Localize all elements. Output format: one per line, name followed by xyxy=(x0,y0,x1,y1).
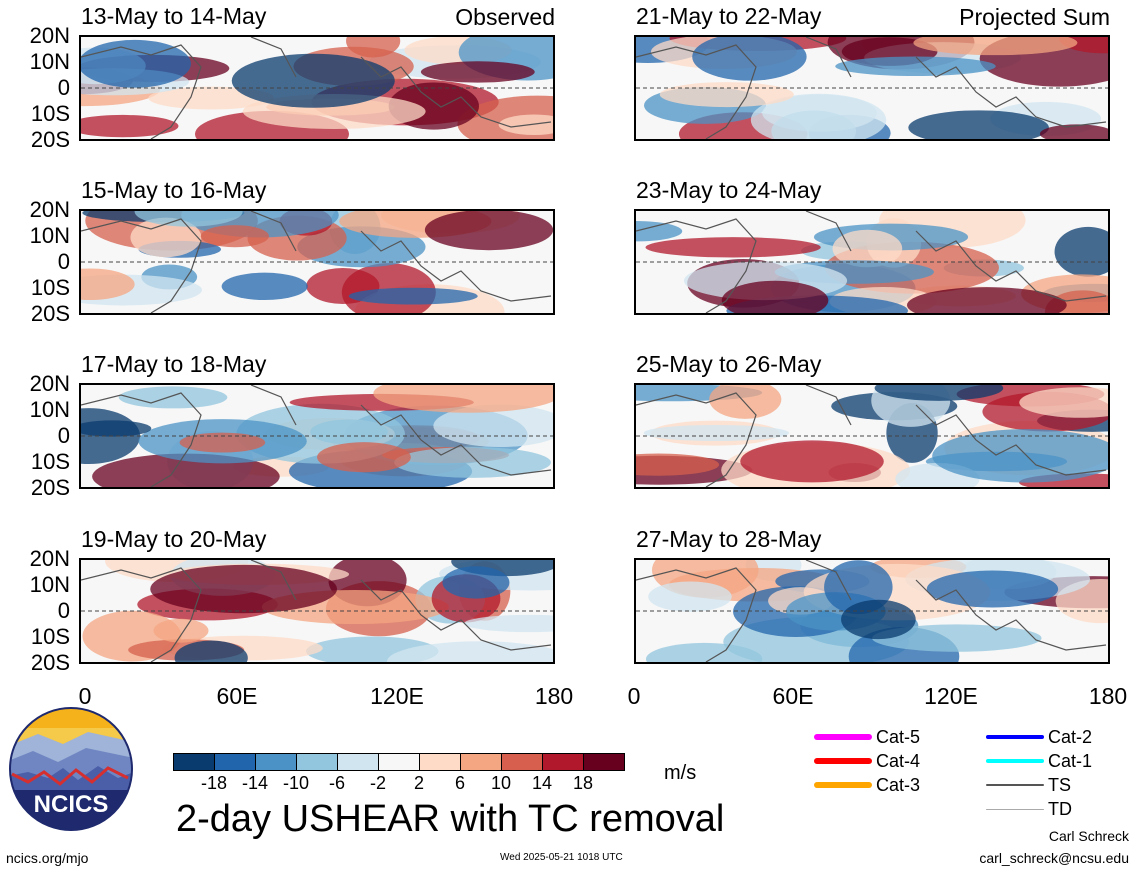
legend-label-cat-1: Cat-1 xyxy=(1048,751,1093,771)
colorbar-swatch xyxy=(419,753,461,771)
y-tick-label: 20S xyxy=(30,650,70,675)
legend-line-td xyxy=(986,808,1044,810)
x-tick-left-60: 60E xyxy=(216,683,258,709)
units-label: m/s xyxy=(664,762,697,784)
y-tick-label: 20N xyxy=(29,546,70,571)
legend-label-ts: TS xyxy=(1048,775,1072,795)
shear-field xyxy=(636,385,1108,487)
x-tick-left-120: 120E xyxy=(370,683,424,709)
colorbar-tick-label: 14 xyxy=(531,773,553,793)
y-tick-label: 10N xyxy=(29,49,70,74)
observed-panel-2 xyxy=(79,209,555,315)
colorbar-tick-label: -10 xyxy=(282,773,309,793)
shear-field xyxy=(636,37,1108,139)
ncics-logo: NCICS xyxy=(9,707,133,831)
shear-field xyxy=(81,37,553,139)
observed-panel-1 xyxy=(79,35,555,141)
colorbar-swatch xyxy=(378,753,420,771)
projected-label: Projected Sum xyxy=(959,4,1110,30)
y-tick-label: 20S xyxy=(30,127,70,152)
y-tick-label: 20N xyxy=(29,197,70,222)
y-tick-label: 10S xyxy=(30,101,70,126)
footer-author: Carl Schreck xyxy=(1048,828,1129,844)
legend-label-cat-5: Cat-5 xyxy=(876,727,921,747)
colorbar-tick-label: -18 xyxy=(200,773,227,793)
colorbar-swatch xyxy=(460,753,502,771)
colorbar-tick-label: 18 xyxy=(572,773,594,793)
panel-title: 25-May to 26-May xyxy=(636,351,822,377)
colorbar-swatch xyxy=(542,753,584,771)
projected-panel-4 xyxy=(634,558,1110,664)
x-tick-left-0: 0 xyxy=(78,683,92,709)
colorbar-tick-label: -14 xyxy=(241,773,268,793)
colorbar-tick-label: 10 xyxy=(490,773,512,793)
panel-title: 13-May to 14-May xyxy=(81,3,267,29)
legend-label-cat-4: Cat-4 xyxy=(876,751,921,771)
colorbar-swatch xyxy=(501,753,543,771)
y-tick-label: 10S xyxy=(30,624,70,649)
legend-line-cat-4 xyxy=(814,758,872,764)
projected-panel-3 xyxy=(634,383,1110,489)
y-tick-label: 0 xyxy=(57,423,70,448)
legend-line-cat-3 xyxy=(814,782,872,788)
y-tick-label: 20S xyxy=(30,475,70,500)
y-tick-label: 0 xyxy=(57,598,70,623)
legend-label-cat-2: Cat-2 xyxy=(1048,727,1093,747)
observed-label: Observed xyxy=(455,4,555,30)
x-tick-right-120: 120E xyxy=(924,683,978,709)
legend-label-cat-3: Cat-3 xyxy=(876,775,921,795)
y-tick-label: 10N xyxy=(29,397,70,422)
legend-line-cat-5 xyxy=(814,734,872,740)
colorbar-tick-label: -2 xyxy=(369,773,386,793)
projected-panel-1 xyxy=(634,35,1110,141)
shear-field xyxy=(81,560,553,662)
observed-panel-4 xyxy=(79,558,555,664)
shear-field xyxy=(81,385,553,487)
x-tick-right-60: 60E xyxy=(772,683,814,709)
panel-title: 19-May to 20-May xyxy=(81,526,267,552)
y-tick-label: 10S xyxy=(30,275,70,300)
panel-title: 23-May to 24-May xyxy=(636,177,822,203)
observed-panel-3 xyxy=(79,383,555,489)
panel-title: 17-May to 18-May xyxy=(81,351,267,377)
footer-timestamp: Wed 2025-05-21 1018 UTC xyxy=(500,852,623,863)
legend-line-cat-2 xyxy=(986,735,1044,739)
legend-line-ts xyxy=(986,784,1044,786)
y-tick-label: 0 xyxy=(57,75,70,100)
legend-line-cat-1 xyxy=(986,759,1044,763)
x-tick-right-180: 180 xyxy=(1088,683,1128,709)
shear-field xyxy=(81,211,553,313)
logo-text: NCICS xyxy=(34,791,109,818)
footer-email: carl_schreck@ncsu.edu xyxy=(979,850,1129,866)
panel-title: 27-May to 28-May xyxy=(636,526,822,552)
colorbar-tick-label: -6 xyxy=(328,773,345,793)
colorbar-swatch xyxy=(173,753,215,771)
footer-url: ncics.org/mjo xyxy=(6,850,89,866)
y-tick-label: 10N xyxy=(29,572,70,597)
colorbar-swatch xyxy=(255,753,297,771)
panel-title: 21-May to 22-May xyxy=(636,3,822,29)
shear-field xyxy=(636,560,1108,662)
colorbar-swatch xyxy=(337,753,379,771)
projected-panel-2 xyxy=(634,209,1110,315)
y-tick-label: 10N xyxy=(29,223,70,248)
colorbar-tick-label: 6 xyxy=(454,773,465,793)
main-title: 2-day USHEAR with TC removal xyxy=(176,798,725,840)
x-tick-left-180: 180 xyxy=(534,683,574,709)
shear-field xyxy=(636,211,1108,313)
colorbar-swatch xyxy=(583,753,625,771)
y-tick-label: 20S xyxy=(30,301,70,326)
y-tick-label: 20N xyxy=(29,371,70,396)
colorbar-swatch xyxy=(296,753,338,771)
y-tick-label: 0 xyxy=(57,249,70,274)
legend-label-td: TD xyxy=(1048,799,1072,819)
x-tick-right-0: 0 xyxy=(627,683,641,709)
y-tick-label: 20N xyxy=(29,23,70,48)
colorbar-tick-label: 2 xyxy=(413,773,424,793)
colorbar-swatch xyxy=(214,753,256,771)
y-tick-label: 10S xyxy=(30,449,70,474)
panel-title: 15-May to 16-May xyxy=(81,177,267,203)
